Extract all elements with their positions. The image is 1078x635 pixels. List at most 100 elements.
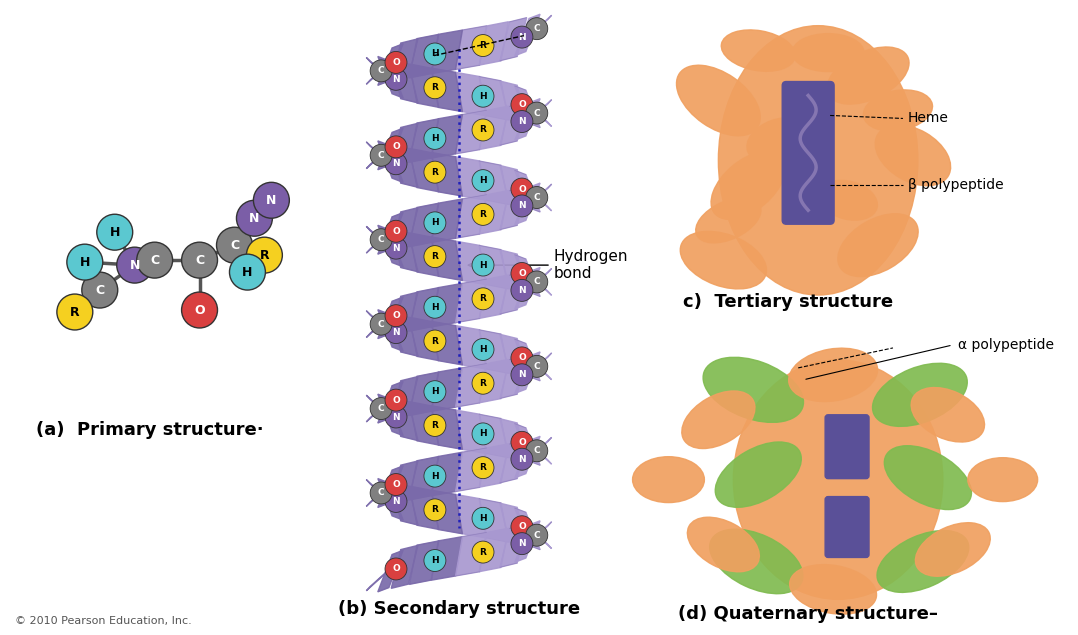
Circle shape <box>526 18 548 39</box>
Circle shape <box>472 203 494 225</box>
Circle shape <box>472 507 494 530</box>
Text: H: H <box>431 134 439 143</box>
Circle shape <box>472 423 494 445</box>
Text: O: O <box>519 438 526 447</box>
Polygon shape <box>515 424 540 465</box>
Polygon shape <box>480 77 509 120</box>
Ellipse shape <box>884 446 971 509</box>
Circle shape <box>385 237 407 259</box>
Polygon shape <box>500 418 527 462</box>
Text: R: R <box>431 505 439 514</box>
Text: C: C <box>377 319 385 329</box>
Polygon shape <box>515 86 540 128</box>
Circle shape <box>526 440 548 462</box>
Polygon shape <box>377 466 403 507</box>
Polygon shape <box>500 166 527 208</box>
Text: H: H <box>480 345 487 354</box>
Text: R: R <box>431 168 439 177</box>
Circle shape <box>385 321 407 344</box>
Polygon shape <box>377 213 403 254</box>
Text: H: H <box>480 176 487 185</box>
Circle shape <box>67 244 102 280</box>
Circle shape <box>370 313 392 335</box>
Circle shape <box>424 549 446 572</box>
Circle shape <box>511 195 533 217</box>
Text: H: H <box>431 472 439 481</box>
Text: C: C <box>534 109 540 117</box>
Text: N: N <box>519 117 526 126</box>
Text: R: R <box>431 337 439 345</box>
Text: β polypeptide: β polypeptide <box>908 178 1004 192</box>
Text: H: H <box>431 387 439 396</box>
Text: N: N <box>392 328 400 337</box>
Polygon shape <box>500 250 527 293</box>
FancyBboxPatch shape <box>783 81 834 224</box>
Text: R: R <box>260 249 270 262</box>
Polygon shape <box>456 157 486 200</box>
Polygon shape <box>480 498 509 542</box>
Circle shape <box>472 85 494 107</box>
Text: O: O <box>519 269 526 278</box>
Ellipse shape <box>709 529 803 594</box>
Ellipse shape <box>680 231 766 289</box>
Polygon shape <box>391 208 418 251</box>
Text: O: O <box>392 396 400 404</box>
Polygon shape <box>519 100 552 131</box>
Polygon shape <box>500 187 527 229</box>
Text: Hydrogen
bond: Hydrogen bond <box>468 249 628 281</box>
Circle shape <box>511 178 533 200</box>
Circle shape <box>181 292 218 328</box>
Ellipse shape <box>747 118 810 163</box>
Polygon shape <box>391 461 418 504</box>
Polygon shape <box>391 123 418 166</box>
Circle shape <box>230 254 265 290</box>
Text: C: C <box>534 193 540 202</box>
Circle shape <box>370 229 392 251</box>
Polygon shape <box>431 452 462 496</box>
Polygon shape <box>456 72 486 116</box>
Circle shape <box>385 305 407 326</box>
Polygon shape <box>377 551 403 592</box>
Polygon shape <box>480 161 509 204</box>
Circle shape <box>511 364 533 386</box>
Circle shape <box>472 541 494 563</box>
Text: N: N <box>249 211 260 225</box>
Polygon shape <box>410 149 439 192</box>
Text: R: R <box>480 126 486 135</box>
Polygon shape <box>456 110 486 154</box>
Polygon shape <box>391 398 418 441</box>
FancyBboxPatch shape <box>825 415 869 479</box>
Ellipse shape <box>819 180 877 220</box>
Polygon shape <box>391 545 418 589</box>
Polygon shape <box>456 195 486 238</box>
Polygon shape <box>500 525 527 567</box>
Circle shape <box>424 499 446 521</box>
Polygon shape <box>431 114 462 158</box>
Text: c)  Tertiary structure: c) Tertiary structure <box>683 293 894 311</box>
Polygon shape <box>515 14 540 56</box>
Polygon shape <box>377 141 403 182</box>
Circle shape <box>526 356 548 377</box>
Polygon shape <box>515 255 540 297</box>
Polygon shape <box>519 522 552 553</box>
Polygon shape <box>391 313 418 356</box>
Circle shape <box>511 431 533 453</box>
Ellipse shape <box>703 358 803 422</box>
Text: C: C <box>150 253 160 267</box>
Polygon shape <box>480 414 509 458</box>
Polygon shape <box>500 356 527 398</box>
Text: O: O <box>519 100 526 109</box>
Text: R: R <box>70 305 80 319</box>
Text: R: R <box>480 378 486 388</box>
Polygon shape <box>410 288 439 331</box>
Ellipse shape <box>872 363 967 426</box>
Polygon shape <box>519 95 552 126</box>
Circle shape <box>472 457 494 479</box>
Polygon shape <box>456 532 486 576</box>
Ellipse shape <box>789 348 877 401</box>
Polygon shape <box>377 44 403 85</box>
Circle shape <box>424 381 446 403</box>
Polygon shape <box>391 229 418 272</box>
Ellipse shape <box>877 530 969 592</box>
Circle shape <box>472 170 494 192</box>
